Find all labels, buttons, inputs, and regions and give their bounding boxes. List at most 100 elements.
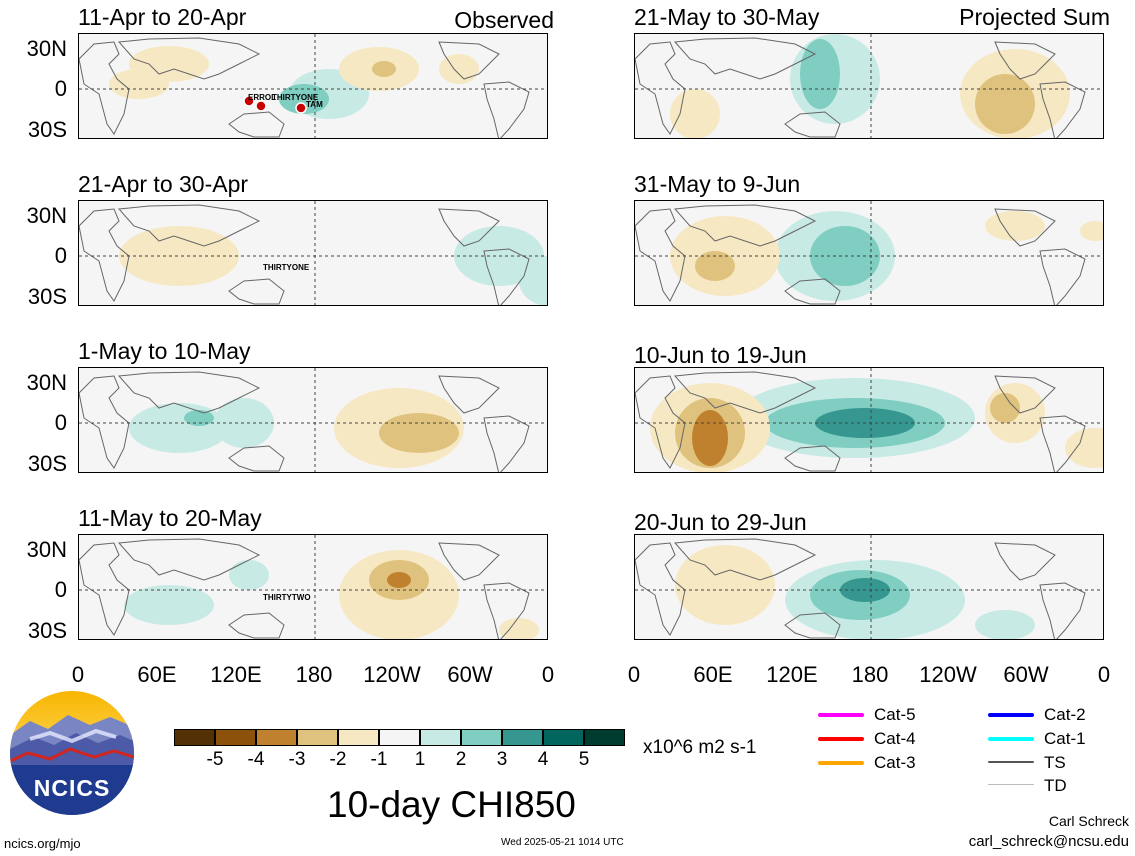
lon-label: 0 [627, 662, 641, 687]
lon-label: 60E [693, 662, 733, 687]
panel-title-proj-4: 20-Jun to 29-Jun [634, 509, 807, 535]
coastline [784, 278, 841, 305]
anomaly-contour [124, 585, 214, 625]
legend-label: Cat-1 [1044, 729, 1086, 748]
panel-title-proj-1: 21-May to 30-May [634, 4, 820, 30]
lat-label-30s: 30S [27, 117, 67, 142]
coastline [228, 445, 285, 472]
coastline [994, 208, 1056, 247]
coastline [117, 371, 261, 414]
storm-label-errol: ERROL [248, 93, 276, 102]
colorbar-swatch [174, 729, 215, 746]
ncics-logo-text: NCICS [33, 775, 111, 801]
coastline [79, 375, 130, 469]
coastline [438, 542, 500, 581]
colorbar-swatch [256, 729, 297, 746]
coastline [673, 538, 817, 581]
map-svg [79, 535, 547, 639]
storm-label-thirtytwo: THIRTYTWO [263, 593, 311, 602]
legend-line [818, 713, 864, 717]
legend-line [988, 784, 1034, 785]
legend-line [988, 761, 1034, 763]
coastline [994, 375, 1056, 414]
map-panel-obs-2 [78, 200, 548, 306]
colorbar-swatch [543, 729, 584, 746]
anomaly-contour [119, 226, 239, 286]
legend-label: TS [1044, 753, 1066, 772]
lat-label-30s: 30S [27, 284, 67, 309]
lat-label-30n: 30N [26, 203, 67, 228]
lon-label: 120E [766, 662, 818, 687]
panel-title-obs-2: 21-Apr to 30-Apr [78, 171, 249, 197]
lon-label: 120E [210, 662, 262, 687]
chart-title: 10-day CHI850 [327, 784, 576, 825]
storm-label-tam: TAM [306, 100, 323, 109]
coastline [1039, 582, 1086, 639]
colorbar-tick-label: 4 [537, 749, 549, 770]
legend-label: Cat-3 [874, 753, 916, 772]
colorbar-tick-label: -2 [329, 749, 347, 770]
ncics-logo[interactable]: NCICS [10, 691, 134, 815]
lat-label-30n: 30N [26, 36, 67, 61]
lon-label: 180 [295, 662, 333, 687]
coastline [117, 37, 261, 80]
colorbar-tick-label: -4 [247, 749, 265, 770]
coastline [483, 582, 530, 639]
coastline [1039, 248, 1086, 305]
map-svg [635, 535, 1103, 639]
coastline [1039, 415, 1086, 472]
panel-title-obs-1: 11-Apr to 20-Apr [78, 4, 247, 30]
colorbar-tick-label: -5 [206, 749, 224, 770]
anomaly-contour [695, 251, 735, 281]
lat-label-eq: 0 [54, 577, 67, 602]
lon-label: 180 [851, 662, 889, 687]
coastline [117, 538, 261, 581]
anomaly-contour [985, 211, 1045, 241]
map-svg [79, 368, 547, 472]
lat-label-30s: 30S [27, 618, 67, 643]
coastline [673, 371, 817, 414]
lat-label-30n: 30N [26, 537, 67, 562]
legend-line [818, 761, 864, 765]
footer-url[interactable]: ncics.org/mjo [4, 836, 81, 851]
coastline [483, 81, 530, 138]
ncics-logo-graphic [10, 691, 134, 815]
coastline [483, 248, 530, 305]
lon-label: 120W [363, 662, 421, 687]
map-panel-proj-3 [634, 367, 1104, 473]
map-svg [635, 201, 1103, 305]
panel-title-obs-4: 11-May to 20-May [78, 505, 262, 531]
anomaly-contour [975, 74, 1035, 134]
colorbar-swatch [502, 729, 543, 746]
map-svg [635, 34, 1103, 138]
colorbar-swatch [338, 729, 379, 746]
lon-label: 60W [1003, 662, 1049, 687]
map-panel-proj-1 [634, 33, 1104, 139]
legend-line [818, 737, 864, 741]
lon-label: 0 [1097, 662, 1111, 687]
lon-label: 0 [541, 662, 555, 687]
anomaly-contour [379, 413, 459, 453]
map-panel-obs-4 [78, 534, 548, 640]
map-panel-obs-3 [78, 367, 548, 473]
lon-label: 60W [447, 662, 493, 687]
anomaly-contour [184, 410, 214, 426]
colorbar-tick-label: -3 [288, 749, 306, 770]
anomaly-contour [680, 565, 720, 605]
colorbar-swatch [584, 729, 625, 746]
legend-line [988, 713, 1034, 717]
footer-timestamp: Wed 2025-05-21 1014 UTC [501, 837, 624, 848]
coastline [673, 37, 817, 80]
footer-email: carl_schreck@ncsu.edu [968, 833, 1129, 850]
coastline [673, 204, 817, 247]
storm-label-thirtyone: THIRTYONE [263, 263, 310, 272]
anomaly-contour [499, 618, 539, 639]
anomaly-contour [129, 403, 229, 453]
anomaly-contour [1065, 428, 1103, 468]
anomaly-contour [109, 69, 169, 99]
colorbar-swatch [297, 729, 338, 746]
map-panel-proj-4 [634, 534, 1104, 640]
coastline [994, 542, 1056, 581]
map-panel-proj-2 [634, 200, 1104, 306]
map-svg [79, 34, 547, 138]
